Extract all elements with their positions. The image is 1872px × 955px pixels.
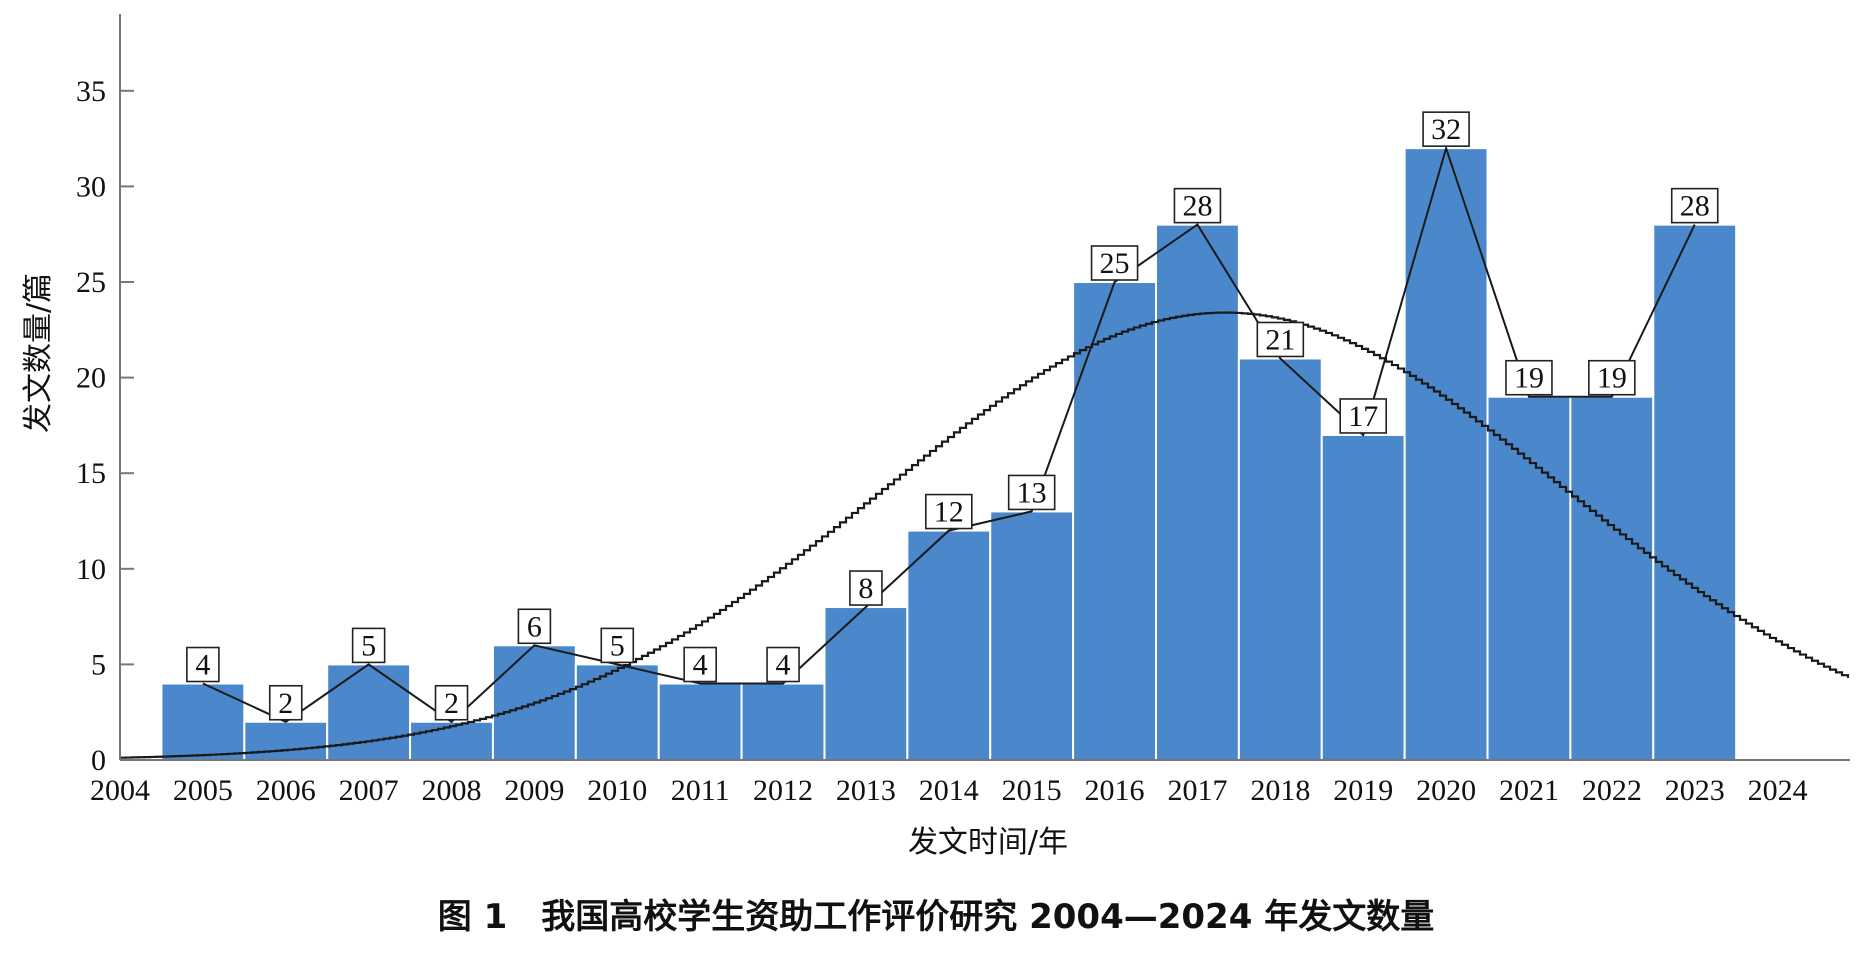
x-tick-label-2006: 2006 <box>256 774 316 807</box>
x-tick-label-2013: 2013 <box>836 774 896 807</box>
value-label-2021: 19 <box>1505 359 1553 396</box>
y-tick-label-25: 25 <box>76 266 106 299</box>
svg-text:32: 32 <box>1431 113 1461 146</box>
x-tick-label-2020: 2020 <box>1416 774 1476 807</box>
value-label-2014: 12 <box>924 493 973 530</box>
bar-2016 <box>1072 281 1157 761</box>
value-label-2013: 8 <box>849 570 883 606</box>
x-tick-label-2023: 2023 <box>1665 774 1725 807</box>
svg-text:28: 28 <box>1182 190 1212 223</box>
bar-2021 <box>1486 395 1572 761</box>
x-tick-label-2024: 2024 <box>1748 774 1808 807</box>
y-tick-label-35: 35 <box>76 75 106 108</box>
value-label-2007: 5 <box>351 627 386 664</box>
y-tick-label-10: 10 <box>76 553 106 586</box>
y-tick-labels: 0 5 10 15 20 25 30 35 <box>76 75 106 777</box>
connecting-line <box>202 144 1696 724</box>
y-axis-title: 发文数量/篇 <box>21 273 56 433</box>
value-label-2015: 13 <box>1007 474 1056 511</box>
bar-2017 <box>1155 223 1240 761</box>
bar-2013 <box>823 606 909 761</box>
svg-text:19: 19 <box>1514 362 1544 395</box>
value-label-2008: 2 <box>434 684 469 721</box>
bar-2011 <box>657 682 743 762</box>
value-label-2012: 4 <box>766 646 800 683</box>
value-label-2006: 2 <box>268 684 303 721</box>
x-tick-label-2017: 2017 <box>1167 774 1227 807</box>
fit-curve <box>120 311 1850 759</box>
svg-text:5: 5 <box>361 629 376 662</box>
x-tick-label-2022: 2022 <box>1582 774 1642 807</box>
y-tick-label-0: 0 <box>91 744 106 777</box>
bar-2023 <box>1652 223 1738 761</box>
bar-2008 <box>409 720 494 762</box>
svg-text:25: 25 <box>1100 247 1130 280</box>
y-tick-label-15: 15 <box>76 457 106 490</box>
bar-2019 <box>1320 433 1406 761</box>
x-tick-label-2014: 2014 <box>919 774 979 807</box>
y-tick-label-5: 5 <box>91 648 106 681</box>
y-tick-label-30: 30 <box>76 170 106 203</box>
bar-2015 <box>989 510 1075 761</box>
x-tick-label-2019: 2019 <box>1333 774 1393 807</box>
x-tick-label-2021: 2021 <box>1499 774 1559 807</box>
value-label-2016: 25 <box>1090 245 1139 281</box>
svg-text:4: 4 <box>195 649 210 682</box>
axes <box>119 14 1850 761</box>
svg-text:6: 6 <box>527 610 542 643</box>
x-tick-label-2008: 2008 <box>422 774 482 807</box>
svg-text:2: 2 <box>278 687 293 720</box>
svg-text:2: 2 <box>444 687 459 720</box>
svg-text:21: 21 <box>1265 323 1295 356</box>
x-tick-label-2018: 2018 <box>1250 774 1310 807</box>
bar-2005 <box>160 682 246 762</box>
x-tick-label-2011: 2011 <box>671 774 730 807</box>
bar-2022 <box>1569 395 1655 761</box>
x-tick-label-2009: 2009 <box>504 774 564 807</box>
x-axis-title: 发文时间/年 <box>908 825 1068 860</box>
connecting-line-layer <box>202 144 1696 724</box>
svg-text:28: 28 <box>1680 190 1710 223</box>
bar-2010 <box>574 663 660 762</box>
bar-2012 <box>740 682 826 762</box>
x-tick-label-2016: 2016 <box>1085 774 1145 807</box>
bar-2020 <box>1403 147 1489 762</box>
value-label-2010: 5 <box>600 627 635 664</box>
value-label-2011: 4 <box>683 646 717 683</box>
value-label-2019: 17 <box>1339 398 1387 434</box>
svg-text:17: 17 <box>1348 400 1378 433</box>
value-label-2017: 28 <box>1173 187 1222 224</box>
bars <box>160 147 1738 762</box>
value-label-2005: 4 <box>186 646 220 683</box>
value-label-2022: 19 <box>1588 359 1636 396</box>
svg-text:12: 12 <box>934 496 964 529</box>
svg-text:8: 8 <box>858 572 873 605</box>
x-tick-label-2010: 2010 <box>587 774 647 807</box>
bar-2014 <box>906 529 992 761</box>
x-tick-labels: 2004 2005 2006 2007 2008 2009 2010 2011 2012 2013… <box>90 774 1808 807</box>
svg-text:4: 4 <box>776 649 791 682</box>
value-label-2018: 21 <box>1256 321 1305 358</box>
svg-text:4: 4 <box>693 649 708 682</box>
x-tick-label-2004: 2004 <box>90 774 150 807</box>
value-label-2009: 6 <box>517 608 552 645</box>
bar-2018 <box>1237 357 1323 761</box>
x-tick-label-2015: 2015 <box>1002 774 1062 807</box>
svg-text:5: 5 <box>610 629 625 662</box>
x-tick-label-2012: 2012 <box>753 774 813 807</box>
x-tick-label-2005: 2005 <box>173 774 233 807</box>
chart-caption: 图 1 我国高校学生资助工作评价研究 2004—2024 年发文数量 <box>438 897 1434 937</box>
svg-text:13: 13 <box>1017 476 1047 509</box>
y-tick-label-20: 20 <box>76 362 106 395</box>
value-label-2023: 28 <box>1670 187 1719 224</box>
bar-2006 <box>243 720 329 762</box>
svg-text:19: 19 <box>1597 362 1627 395</box>
fit-curve-layer <box>120 311 1850 759</box>
x-tick-label-2007: 2007 <box>339 774 399 807</box>
value-label-2020: 32 <box>1422 111 1470 147</box>
